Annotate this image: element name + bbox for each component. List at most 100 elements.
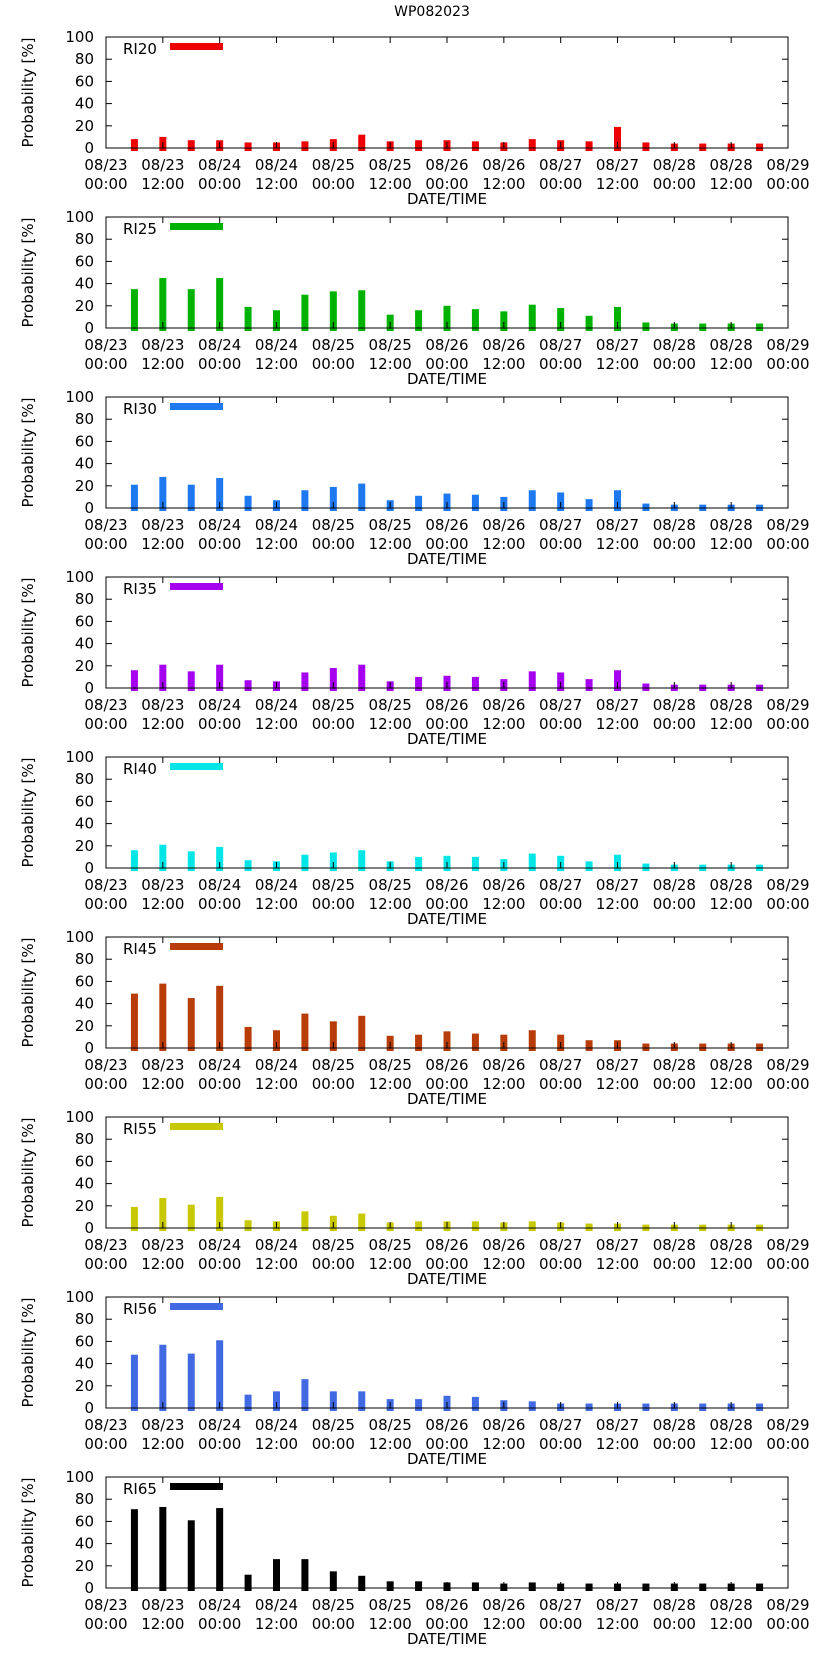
bar-ri55-66h <box>415 1221 423 1231</box>
bar-ri65-48h <box>329 1571 337 1591</box>
x-tick-label-time: 12:00 <box>710 175 753 193</box>
x-tick-label-time: 00:00 <box>653 895 696 913</box>
y-tick-label: 40 <box>75 275 94 293</box>
x-axis-label: DATE/TIME <box>407 550 487 568</box>
x-tick-label-time: 00:00 <box>653 355 696 373</box>
x-tick-label-date: 08/28 <box>653 516 696 534</box>
x-tick-label-date: 08/28 <box>710 696 753 714</box>
bar-ri35-66h <box>415 676 423 691</box>
y-tick-label: 0 <box>84 1579 94 1597</box>
y-tick-label: 60 <box>75 972 94 990</box>
legend-label: RI40 <box>123 760 157 778</box>
x-tick-label-time: 00:00 <box>766 535 809 553</box>
x-tick-label-time: 00:00 <box>653 1615 696 1633</box>
x-tick-label-time: 00:00 <box>312 715 355 733</box>
x-tick-label-time: 00:00 <box>766 355 809 373</box>
x-tick-label-time: 12:00 <box>482 1615 525 1633</box>
bar-ri35-90h <box>528 671 536 691</box>
legend-label: RI30 <box>123 400 157 418</box>
x-tick-label-date: 08/23 <box>84 1056 127 1074</box>
bar-ri45-48h <box>329 1021 337 1051</box>
x-tick-label-date: 08/28 <box>653 1236 696 1254</box>
bar-ri55-18h <box>187 1204 195 1231</box>
bar-ri65-6h <box>130 1509 138 1591</box>
bar-ri56-114h <box>642 1403 650 1411</box>
x-tick-label-time: 12:00 <box>141 1435 184 1453</box>
bar-ri40-6h <box>130 850 138 871</box>
y-tick-label: 60 <box>75 72 94 90</box>
bar-ri35-24h <box>216 664 224 691</box>
y-tick-label: 60 <box>75 1152 94 1170</box>
bar-ri40-18h <box>187 851 195 871</box>
y-tick-label: 80 <box>75 590 94 608</box>
x-tick-label-date: 08/26 <box>425 336 468 354</box>
x-tick-label-date: 08/27 <box>596 1596 639 1614</box>
bar-ri25-138h <box>756 323 764 331</box>
x-tick-label-time: 00:00 <box>312 175 355 193</box>
x-tick-label-time: 12:00 <box>141 715 184 733</box>
x-tick-label-date: 08/26 <box>425 516 468 534</box>
x-tick-label-date: 08/26 <box>482 696 525 714</box>
bar-ri45-90h <box>528 1030 536 1051</box>
bar-ri40-48h <box>329 852 337 871</box>
x-tick-label-time: 00:00 <box>312 1435 355 1453</box>
bar-ri45-66h <box>415 1034 423 1051</box>
bar-ri65-12h <box>159 1506 167 1591</box>
x-tick-label-time: 00:00 <box>425 1075 468 1093</box>
x-tick-label-date: 08/27 <box>539 336 582 354</box>
x-axis-label: DATE/TIME <box>407 910 487 928</box>
y-tick-label: 0 <box>84 139 94 157</box>
chart-panel-ri25: Probability [%]02040608010008/2300:0008/… <box>19 208 810 388</box>
bar-ri25-96h <box>557 308 565 331</box>
chart-panel-ri30: Probability [%]02040608010008/2300:0008/… <box>19 388 810 568</box>
x-tick-label-time: 00:00 <box>539 1435 582 1453</box>
bar-ri35-102h <box>585 679 593 691</box>
y-tick-label: 40 <box>75 455 94 473</box>
x-tick-label-time: 12:00 <box>255 1255 298 1273</box>
bar-ri55-30h <box>244 1220 252 1231</box>
bar-ri35-96h <box>557 672 565 691</box>
y-tick-label: 60 <box>75 432 94 450</box>
legend-label: RI20 <box>123 40 157 58</box>
x-axis-label: DATE/TIME <box>407 370 487 388</box>
bar-ri30-78h <box>471 494 479 511</box>
bar-ri40-78h <box>471 856 479 871</box>
x-tick-label-time: 12:00 <box>596 715 639 733</box>
x-tick-label-date: 08/24 <box>198 1056 241 1074</box>
x-tick-label-date: 08/23 <box>84 1596 127 1614</box>
y-tick-label: 20 <box>75 117 94 135</box>
x-tick-label-date: 08/23 <box>84 336 127 354</box>
bar-ri25-30h <box>244 306 252 331</box>
x-tick-label-time: 00:00 <box>425 1615 468 1633</box>
bar-ri56-138h <box>756 1403 764 1411</box>
x-tick-label-date: 08/23 <box>141 1416 184 1434</box>
x-tick-label-time: 00:00 <box>312 1615 355 1633</box>
x-tick-label-time: 00:00 <box>198 355 241 373</box>
x-tick-label-time: 00:00 <box>84 715 127 733</box>
bar-ri56-36h <box>273 1391 280 1411</box>
x-tick-label-date: 08/24 <box>255 1056 298 1074</box>
x-tick-label-time: 00:00 <box>84 535 127 553</box>
legend-label: RI55 <box>123 1120 157 1138</box>
x-tick-label-time: 12:00 <box>596 1435 639 1453</box>
bar-ri55-90h <box>528 1221 536 1231</box>
x-tick-label-date: 08/24 <box>255 696 298 714</box>
bar-ri20-66h <box>415 140 423 151</box>
bar-ri20-138h <box>756 143 764 151</box>
x-tick-label-time: 00:00 <box>425 535 468 553</box>
chart-panel-ri55: Probability [%]02040608010008/2300:0008/… <box>19 1108 810 1288</box>
bar-ri55-78h <box>471 1221 479 1231</box>
x-tick-label-time: 00:00 <box>312 355 355 373</box>
bar-ri30-90h <box>528 490 536 511</box>
x-tick-label-date: 08/25 <box>312 1416 355 1434</box>
x-tick-label-date: 08/23 <box>84 696 127 714</box>
x-tick-label-date: 08/25 <box>312 1056 355 1074</box>
y-axis-label: Probability [%] <box>19 397 37 507</box>
plot-frame <box>105 576 789 689</box>
x-tick-label-time: 00:00 <box>766 895 809 913</box>
y-tick-label: 80 <box>75 950 94 968</box>
x-tick-label-time: 12:00 <box>596 535 639 553</box>
bar-ri56-54h <box>358 1391 366 1411</box>
bar-ri65-114h <box>642 1583 650 1591</box>
x-tick-label-time: 00:00 <box>425 715 468 733</box>
